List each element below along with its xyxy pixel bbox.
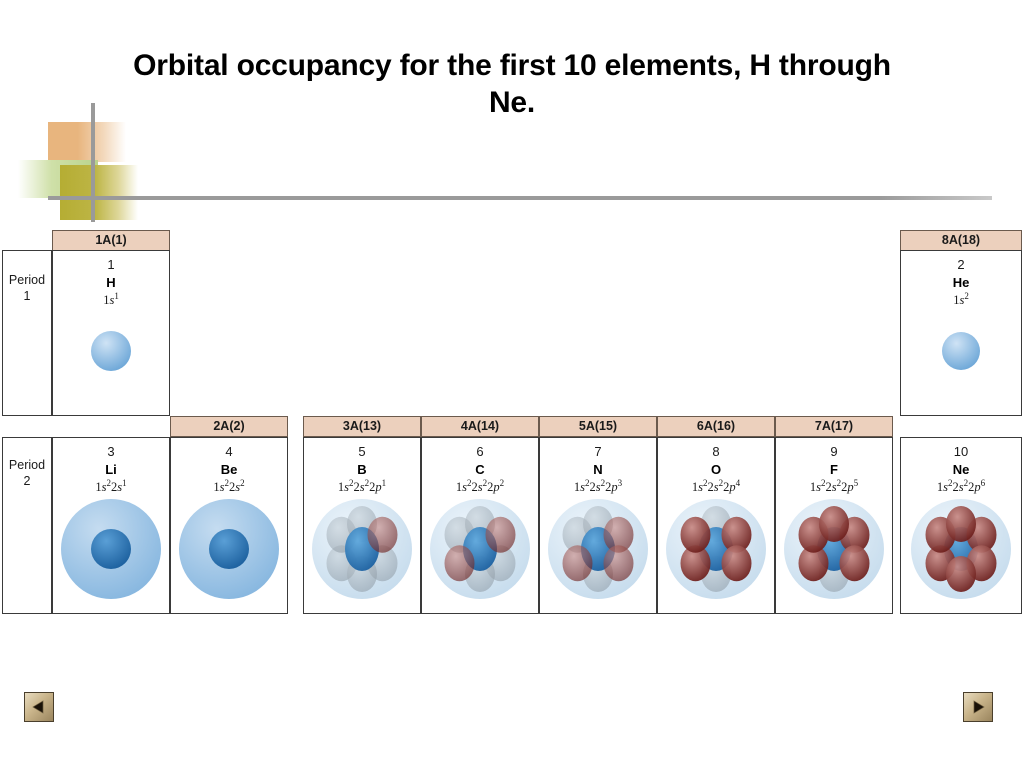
orbital-diagram-C (422, 497, 538, 609)
group-header-3A(13): 3A(13) (303, 416, 421, 437)
atomic-number: 7 (594, 444, 602, 459)
next-slide-button[interactable] (963, 692, 993, 722)
electron-configuration: 1s22s22p6 (936, 477, 986, 494)
element-symbol: F (830, 462, 838, 477)
element-symbol: N (593, 462, 603, 477)
decor-horizontal-rule (48, 196, 992, 200)
group-header-5A(15): 5A(15) (539, 416, 657, 437)
element-symbol: C (475, 462, 485, 477)
atomic-number: 3 (107, 444, 115, 459)
group-header-7A(17): 7A(17) (775, 416, 893, 437)
group-header-4A(14): 4A(14) (421, 416, 539, 437)
orbital-diagram-Li (53, 497, 169, 609)
orbital-diagram-H (53, 299, 169, 411)
electron-configuration: 1s22s22p5 (809, 477, 859, 494)
period-label-number: 2 (23, 473, 31, 488)
element-symbol: Ne (952, 462, 970, 477)
orbital-diagram-F (776, 497, 892, 609)
electron-configuration: 1s22s22p1 (337, 477, 387, 494)
decor-vertical-rule (91, 103, 95, 222)
element-cell-N: 7 N 1s22s22p3 (539, 437, 657, 614)
element-symbol: He (952, 275, 970, 290)
electron-configuration: 1s22s1 (95, 477, 127, 494)
orbital-diagram-B (304, 497, 420, 609)
period-label-word: Period (8, 273, 46, 287)
group-header-2A(2): 2A(2) (170, 416, 288, 437)
element-cell-Li: 3 Li 1s22s1 (52, 437, 170, 614)
atomic-number: 8 (712, 444, 720, 459)
element-cell-Be: 4 Be 1s22s2 (170, 437, 288, 614)
element-symbol: H (106, 275, 116, 290)
group-header-6A(16): 6A(16) (657, 416, 775, 437)
electron-configuration: 1s22s2 (213, 477, 245, 494)
atomic-number: 2 (957, 257, 965, 272)
electron-configuration: 1s2 (953, 290, 969, 307)
atomic-number: 10 (953, 444, 969, 459)
element-symbol: Li (105, 462, 117, 477)
group-header-8A(18): 8A(18) (900, 230, 1022, 251)
previous-slide-button[interactable] (24, 692, 54, 722)
orbital-diagram-N (540, 497, 656, 609)
element-symbol: B (357, 462, 367, 477)
orbital-diagram-He (901, 299, 1021, 411)
electron-configuration: 1s22s22p2 (455, 477, 505, 494)
triangle-left-icon (32, 700, 44, 714)
element-symbol: O (710, 462, 722, 477)
element-cell-He: 2 He 1s2 (900, 250, 1022, 416)
atomic-number: 9 (830, 444, 838, 459)
electron-configuration: 1s22s22p4 (691, 477, 741, 494)
orbital-diagram-Ne (901, 497, 1021, 609)
orbital-diagram-Be (171, 497, 287, 609)
atomic-number: 5 (358, 444, 366, 459)
element-symbol: Be (220, 462, 238, 477)
atomic-number: 6 (476, 444, 484, 459)
period-label-word: Period (8, 458, 46, 472)
atomic-number: 4 (225, 444, 233, 459)
element-cell-C: 6 C 1s22s22p2 (421, 437, 539, 614)
decor-orange-rectangle (48, 122, 126, 162)
slide-title: Orbital occupancy for the first 10 eleme… (133, 49, 891, 119)
electron-configuration: 1s22s22p3 (573, 477, 623, 494)
orbital-diagram-O (658, 497, 774, 609)
element-cell-B: 5 B 1s22s22p1 (303, 437, 421, 614)
element-cell-F: 9 F 1s22s22p5 (775, 437, 893, 614)
group-header-1A(1): 1A(1) (52, 230, 170, 251)
period-2-label-cell: Period 2 (2, 437, 52, 614)
element-cell-H: 1 H 1s1 (52, 250, 170, 416)
triangle-right-icon (973, 700, 985, 714)
period-1-label-cell: Period 1 (2, 250, 52, 416)
period-label-number: 1 (23, 288, 31, 303)
atomic-number: 1 (107, 257, 115, 272)
decor-olive-rectangle (60, 165, 138, 220)
element-cell-Ne: 10 Ne 1s22s22p6 (900, 437, 1022, 614)
element-cell-O: 8 O 1s22s22p4 (657, 437, 775, 614)
electron-configuration: 1s1 (103, 290, 119, 307)
